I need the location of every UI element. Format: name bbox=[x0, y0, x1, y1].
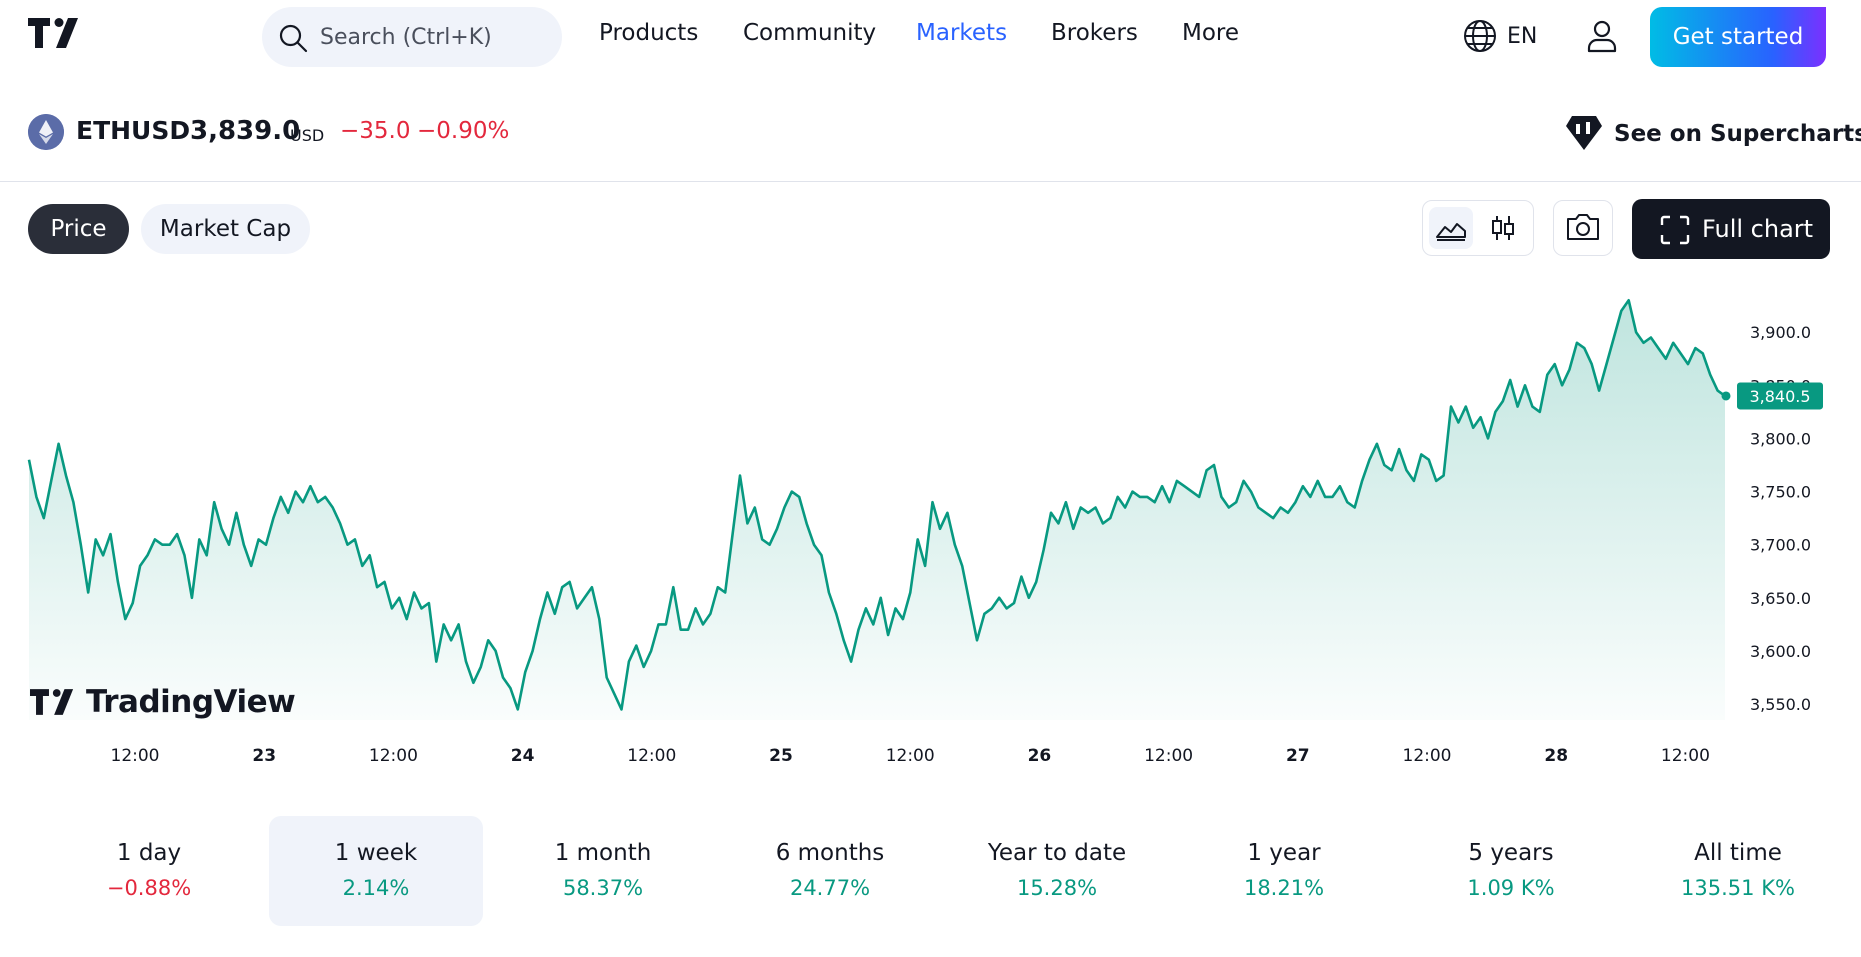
y-tick-label: 3,800.0 bbox=[1750, 429, 1811, 448]
x-tick-label: 25 bbox=[769, 746, 793, 766]
tradingview-logo[interactable] bbox=[28, 18, 86, 48]
period-1-week[interactable]: 1 week 2.14% bbox=[269, 816, 483, 926]
period-label: All time bbox=[1694, 840, 1782, 866]
nav-brokers[interactable]: Brokers bbox=[1051, 20, 1138, 46]
period-1-day[interactable]: 1 day −0.88% bbox=[42, 816, 256, 926]
x-tick-label: 12:00 bbox=[111, 746, 160, 766]
nav-markets[interactable]: Markets bbox=[916, 20, 1008, 46]
x-tick-label: 28 bbox=[1544, 746, 1568, 766]
fullscreen-icon bbox=[1660, 215, 1690, 245]
language-selector[interactable]: EN bbox=[1462, 18, 1537, 54]
candles-button[interactable] bbox=[1481, 207, 1525, 249]
period-label: 1 day bbox=[116, 840, 182, 866]
period-1-month[interactable]: 1 month 58.37% bbox=[496, 816, 710, 926]
period-label: 1 week bbox=[334, 840, 418, 866]
search-placeholder: Search (Ctrl+K) bbox=[320, 25, 492, 50]
period-all-time[interactable]: All time 135.51 K% bbox=[1631, 816, 1845, 926]
nav-more[interactable]: More bbox=[1182, 20, 1240, 46]
y-tick-label: 3,650.0 bbox=[1750, 589, 1811, 608]
period-label: 6 months bbox=[775, 840, 885, 866]
period-label: Year to date bbox=[987, 840, 1127, 866]
x-tick-label: 24 bbox=[511, 746, 535, 766]
chart-type-toggle bbox=[1422, 200, 1534, 256]
symbol-ticker: ETHUSD bbox=[76, 116, 191, 145]
x-tick-label: 23 bbox=[252, 746, 276, 766]
tab-market-cap[interactable]: Market Cap bbox=[141, 204, 310, 254]
search-icon bbox=[279, 24, 308, 53]
period-1-year[interactable]: 1 year 18.21% bbox=[1177, 816, 1391, 926]
search-input[interactable]: Search (Ctrl+K) bbox=[262, 7, 562, 67]
symbol-price: 3,839.0 bbox=[190, 116, 301, 146]
full-chart-button[interactable]: Full chart bbox=[1632, 199, 1830, 259]
snapshot-button[interactable] bbox=[1553, 200, 1613, 256]
area-chart-button[interactable] bbox=[1429, 207, 1473, 249]
symbol-change: −35.0 bbox=[340, 118, 411, 144]
last-price-marker: 3,840.5 bbox=[1737, 382, 1823, 410]
tab-price[interactable]: Price bbox=[28, 204, 129, 254]
period-label: 1 month bbox=[554, 840, 652, 866]
symbol-change-percent: −0.90% bbox=[417, 118, 510, 144]
last-price-label: 3,840.5 bbox=[1749, 387, 1810, 406]
price-line bbox=[27, 299, 1726, 711]
y-tick-label: 3,900.0 bbox=[1750, 323, 1811, 342]
supercharts-label: See on Supercharts bbox=[1614, 121, 1861, 147]
x-tick-label: 12:00 bbox=[1403, 746, 1452, 766]
ethereum-icon bbox=[28, 114, 64, 150]
x-tick-label: 12:00 bbox=[886, 746, 935, 766]
area-chart-icon bbox=[1436, 223, 1466, 241]
x-tick-label: 12:00 bbox=[369, 746, 418, 766]
watermark-logo-icon bbox=[30, 689, 74, 715]
y-tick-label: 3,600.0 bbox=[1750, 642, 1811, 661]
section-divider bbox=[0, 181, 1861, 182]
period-change: 18.21% bbox=[1243, 876, 1325, 900]
period-change: 2.14% bbox=[342, 876, 410, 900]
price-chart[interactable]: 3,900.03,850.03,800.03,750.03,700.03,650… bbox=[0, 280, 1861, 780]
period-change: 135.51 K% bbox=[1681, 876, 1795, 900]
period-change: 15.28% bbox=[1016, 876, 1098, 900]
period-label: 1 year bbox=[1247, 840, 1321, 866]
watermark-text: TradingView bbox=[86, 684, 296, 720]
period-6-months[interactable]: 6 months 24.77% bbox=[723, 816, 937, 926]
period-change: 58.37% bbox=[562, 876, 644, 900]
period-year-to-date[interactable]: Year to date 15.28% bbox=[950, 816, 1164, 926]
period-label: 5 years bbox=[1468, 840, 1554, 866]
period-5-years[interactable]: 5 years 1.09 K% bbox=[1404, 816, 1618, 926]
period-change: 1.09 K% bbox=[1467, 876, 1555, 900]
full-chart-label: Full chart bbox=[1702, 215, 1814, 243]
y-tick-label: 3,700.0 bbox=[1750, 536, 1811, 555]
supercharts-icon bbox=[1566, 116, 1602, 150]
symbol-currency: USD bbox=[290, 126, 325, 145]
period-change: 24.77% bbox=[789, 876, 871, 900]
get-started-button[interactable]: Get started bbox=[1650, 7, 1826, 67]
last-price-dot bbox=[1721, 391, 1731, 401]
x-tick-label: 12:00 bbox=[1661, 746, 1710, 766]
y-tick-label: 3,550.0 bbox=[1750, 695, 1811, 714]
y-tick-label: 3,750.0 bbox=[1750, 483, 1811, 502]
x-tick-label: 27 bbox=[1286, 746, 1310, 766]
nav-community[interactable]: Community bbox=[743, 20, 877, 46]
camera-icon bbox=[1567, 214, 1599, 240]
nav-products[interactable]: Products bbox=[599, 20, 699, 46]
period-change: −0.88% bbox=[106, 876, 192, 900]
x-tick-label: 12:00 bbox=[627, 746, 676, 766]
language-label: EN bbox=[1507, 24, 1538, 49]
globe-icon bbox=[1464, 20, 1496, 52]
candles-icon bbox=[1492, 216, 1514, 240]
x-tick-label: 26 bbox=[1028, 746, 1052, 766]
x-tick-label: 12:00 bbox=[1144, 746, 1193, 766]
user-icon[interactable] bbox=[1584, 18, 1620, 54]
see-on-supercharts-link[interactable]: See on Supercharts bbox=[1564, 114, 1861, 154]
price-area-fill bbox=[29, 300, 1725, 720]
